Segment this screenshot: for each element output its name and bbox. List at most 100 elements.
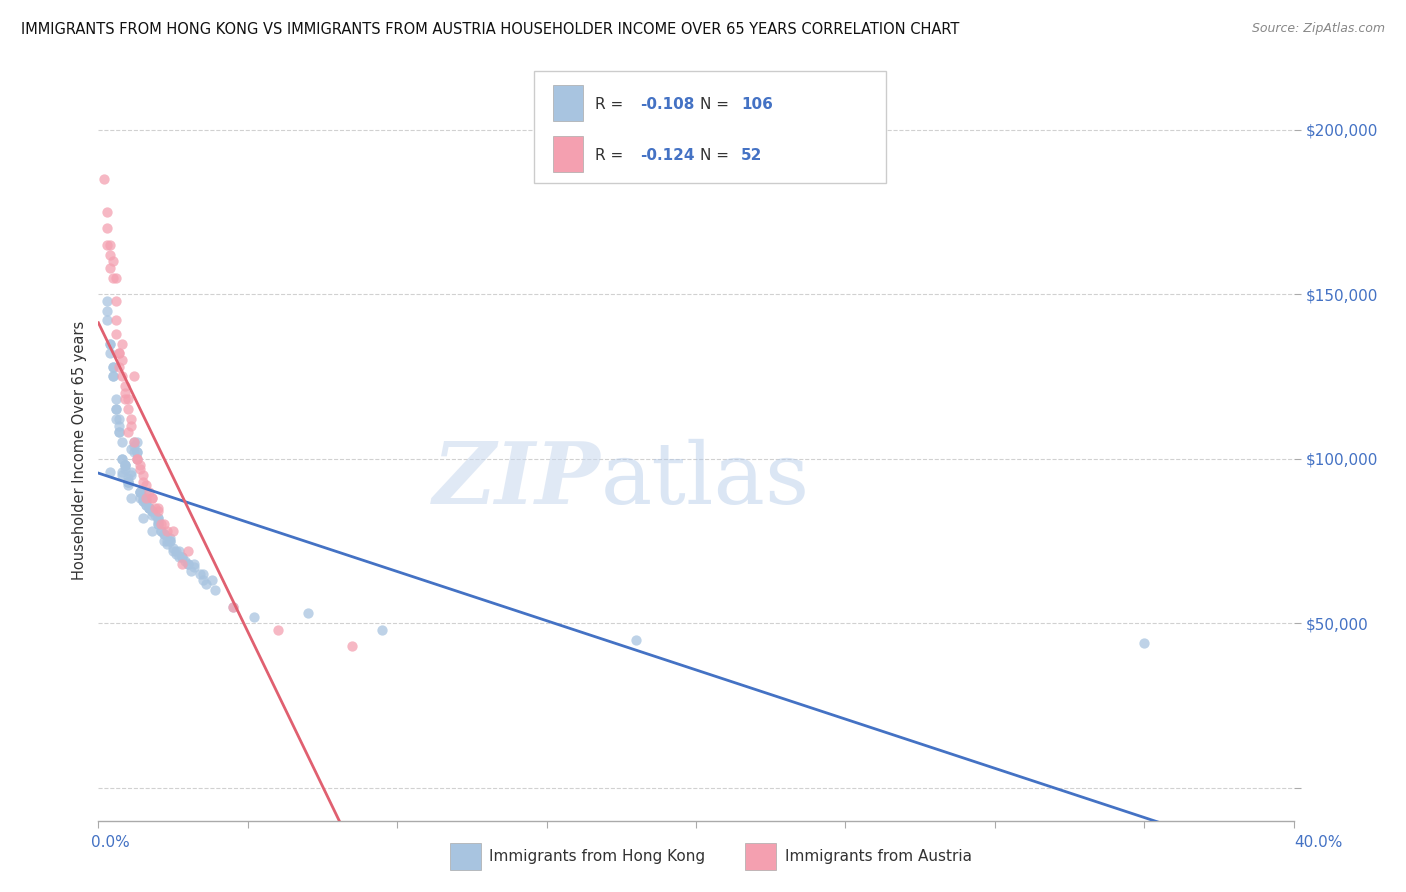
Text: 106: 106 (741, 97, 773, 112)
Point (117, 425, 139, 440)
Point (156, 524, 179, 538)
Point (108, 359, 131, 374)
Point (103, 254, 125, 268)
Point (105, 270, 128, 285)
Point (98, 260, 122, 275)
Point (148, 514, 170, 528)
Point (111, 435, 134, 450)
Point (96, 237, 118, 252)
Point (127, 445, 149, 459)
Point (117, 471, 139, 485)
Point (114, 458, 136, 473)
Point (103, 369, 125, 384)
Point (148, 517, 170, 532)
Point (162, 524, 184, 538)
Point (141, 504, 163, 518)
Text: 40.0%: 40.0% (1295, 836, 1343, 850)
Point (129, 484, 152, 499)
Point (105, 326, 128, 341)
Point (120, 442, 142, 456)
Point (129, 491, 152, 505)
Point (105, 402, 128, 417)
Point (135, 498, 157, 512)
Point (103, 359, 125, 374)
Point (114, 385, 136, 400)
Point (124, 438, 146, 452)
Text: R =: R = (595, 97, 628, 112)
Point (162, 541, 184, 555)
Point (108, 425, 131, 440)
Point (117, 392, 139, 407)
Point (172, 550, 194, 565)
Point (141, 508, 163, 522)
Text: -0.108: -0.108 (640, 97, 695, 112)
Point (108, 418, 131, 433)
Point (114, 458, 136, 473)
Point (138, 501, 160, 516)
Point (201, 574, 224, 588)
Point (138, 484, 160, 499)
Point (148, 501, 170, 516)
Point (129, 461, 152, 475)
Point (143, 508, 166, 522)
Point (105, 313, 128, 327)
Point (117, 475, 139, 489)
Point (108, 412, 131, 426)
Point (124, 435, 146, 450)
Point (108, 346, 131, 360)
Point (98, 336, 122, 351)
Point (183, 560, 205, 574)
Point (148, 517, 170, 532)
Point (105, 293, 128, 308)
Point (117, 475, 139, 489)
Point (108, 346, 131, 360)
Point (132, 494, 155, 508)
Point (159, 533, 181, 548)
Text: IMMIGRANTS FROM HONG KONG VS IMMIGRANTS FROM AUSTRIA HOUSEHOLDER INCOME OVER 65 : IMMIGRANTS FROM HONG KONG VS IMMIGRANTS … (21, 22, 959, 37)
Point (98, 336, 122, 351)
Point (153, 517, 176, 532)
Text: R =: R = (595, 148, 628, 163)
Point (124, 445, 146, 459)
Point (105, 392, 128, 407)
Point (98, 248, 122, 262)
Point (103, 270, 125, 285)
Point (105, 412, 128, 426)
Point (135, 494, 157, 508)
Point (96, 221, 118, 235)
Point (156, 533, 179, 548)
Point (124, 435, 146, 450)
Point (159, 531, 181, 545)
Point (129, 484, 152, 499)
Point (132, 491, 155, 505)
Point (96, 303, 118, 318)
Point (127, 451, 149, 466)
Point (222, 599, 245, 614)
Point (222, 599, 245, 614)
Point (183, 557, 205, 571)
Point (148, 511, 170, 525)
Point (167, 544, 190, 558)
Point (111, 451, 134, 466)
Point (117, 402, 139, 417)
Point (129, 458, 152, 473)
Point (159, 533, 181, 548)
Text: N =: N = (700, 97, 734, 112)
Point (167, 550, 190, 565)
Point (108, 425, 131, 440)
Point (297, 607, 319, 621)
Point (114, 379, 136, 393)
Point (143, 501, 166, 516)
Point (342, 639, 364, 653)
Point (141, 491, 163, 505)
Point (153, 527, 176, 541)
Text: 52: 52 (741, 148, 762, 163)
Point (195, 576, 218, 591)
Point (132, 468, 155, 483)
Text: Immigrants from Austria: Immigrants from Austria (785, 849, 972, 863)
Point (138, 501, 160, 516)
Point (148, 511, 170, 525)
Point (188, 566, 211, 581)
Text: Immigrants from Hong Kong: Immigrants from Hong Kong (489, 849, 706, 863)
Point (124, 369, 146, 384)
